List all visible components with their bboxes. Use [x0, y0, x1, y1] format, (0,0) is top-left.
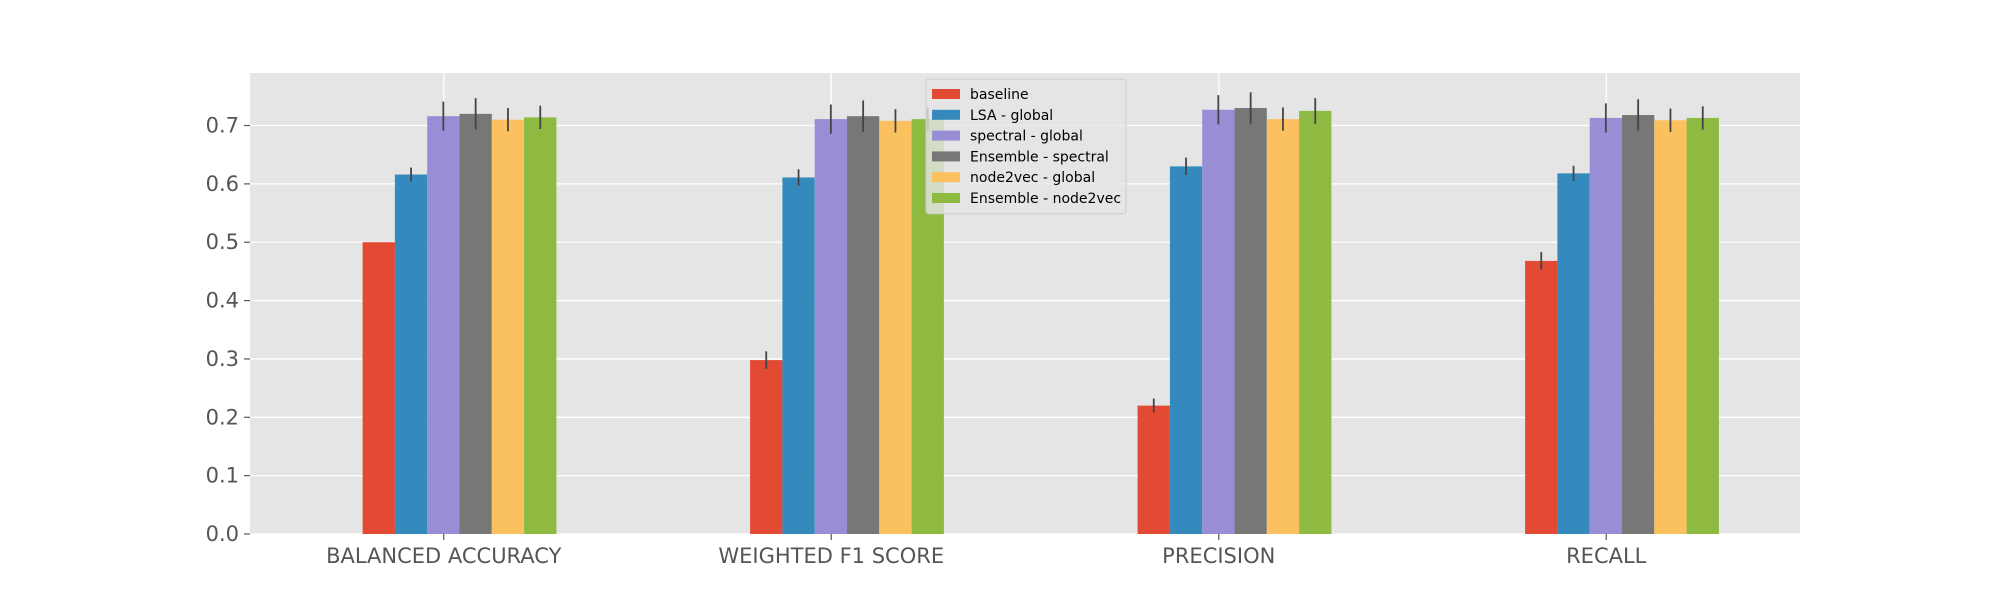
- x-tick-label: BALANCED ACCURACY: [326, 544, 562, 568]
- y-tick-label: 0.3: [206, 347, 239, 371]
- bar: [1299, 110, 1332, 534]
- bar: [524, 117, 557, 534]
- bar: [394, 174, 428, 534]
- legend-label: LSA - global: [970, 108, 1053, 124]
- x-axis: BALANCED ACCURACY WEIGHTED F1 SCORE PRECIS…: [326, 534, 1647, 568]
- bar: [1589, 117, 1622, 534]
- bar: [362, 242, 395, 534]
- legend-swatch: [932, 89, 960, 99]
- legend-swatch: [932, 130, 960, 141]
- legend-label: node2vec - global: [970, 170, 1095, 186]
- y-tick-label: 0.6: [206, 172, 239, 196]
- y-tick-label: 0.4: [206, 289, 239, 313]
- bar: [1622, 115, 1655, 534]
- x-tick-label: RECALL: [1566, 544, 1647, 568]
- legend-swatch: [932, 193, 960, 203]
- y-tick-label: 0.1: [206, 464, 239, 488]
- y-tick-label: 0.0: [206, 522, 239, 546]
- legend-label: baseline: [970, 87, 1029, 103]
- legend: baseline LSA - global spectral - global Ens…: [925, 78, 1127, 215]
- bar: [1234, 108, 1267, 534]
- bars: [362, 108, 1719, 535]
- bar: [1169, 166, 1203, 534]
- bar: [1202, 109, 1235, 534]
- legend-swatch: [932, 151, 960, 162]
- legend-label: Ensemble - spectral: [970, 149, 1109, 165]
- y-tick-label: 0.5: [206, 230, 239, 254]
- y-axis: 0.0 0.1 0.2 0.3 0.4 0.5 0.6 0.7: [206, 114, 250, 546]
- bar: [1266, 119, 1300, 534]
- error-bars: [410, 92, 1704, 413]
- x-tick-label: PRECISION: [1162, 544, 1275, 568]
- legend-label: Ensemble - node2vec: [970, 191, 1121, 207]
- y-tick-label: 0.2: [206, 405, 239, 429]
- bar: [750, 360, 783, 534]
- bar: [491, 119, 525, 535]
- bar: [1525, 260, 1558, 534]
- y-tick-label: 0.7: [206, 114, 239, 138]
- bar: [1654, 120, 1687, 534]
- legend-box: [925, 78, 1127, 215]
- bar: [847, 116, 880, 534]
- bar: [1137, 405, 1170, 534]
- bar: [814, 119, 847, 534]
- bar: [1557, 173, 1590, 534]
- bar: [459, 113, 492, 535]
- bar: [427, 116, 460, 534]
- legend-swatch: [932, 109, 960, 120]
- bar: [1686, 117, 1719, 534]
- bar: [879, 120, 912, 534]
- legend-swatch: [932, 172, 960, 183]
- x-tick-label: WEIGHTED F1 SCORE: [718, 544, 944, 568]
- legend-label: spectral - global: [970, 129, 1083, 145]
- bar: [782, 177, 815, 534]
